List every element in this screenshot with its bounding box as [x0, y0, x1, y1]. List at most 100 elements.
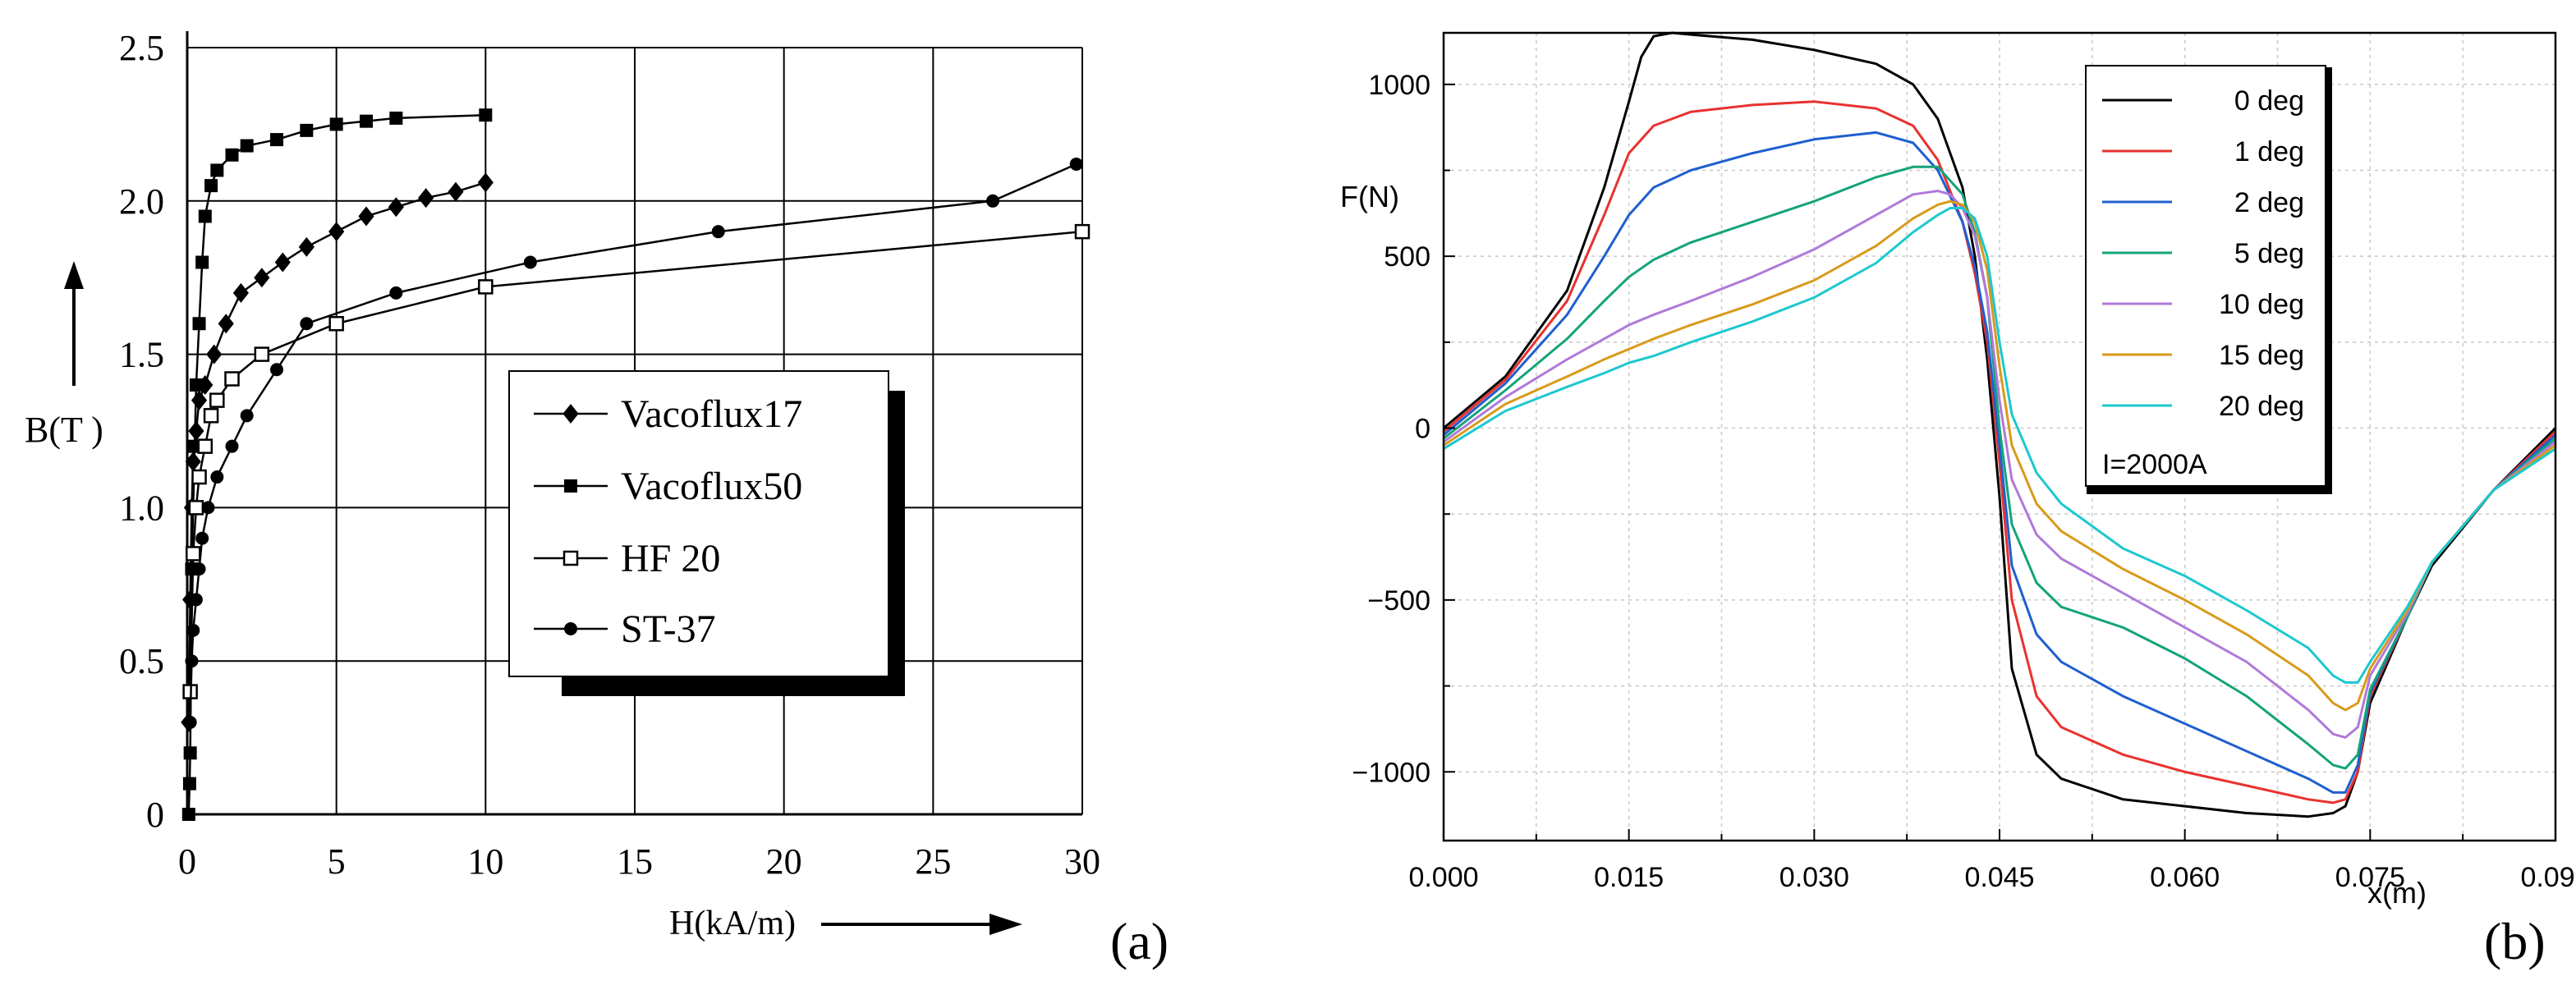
chart-a-point-vacoflux50 — [225, 148, 239, 162]
chart-a-point-st-37 — [185, 654, 199, 668]
chart-b-ytick-label: 1000 — [1368, 70, 1430, 101]
chart-b-legend-label-0-deg: 0 deg — [2234, 85, 2304, 117]
chart-b-axes — [1442, 31, 2557, 842]
chart-a-series — [181, 108, 1091, 821]
chart-a-point-hf-20 — [197, 438, 214, 454]
chart-a-point-st-37 — [210, 470, 224, 484]
chart-a-point-vacoflux17 — [218, 314, 234, 334]
chart-a-xtick-label: 30 — [1064, 841, 1100, 882]
chart-a-legend-marker-st-37 — [564, 622, 577, 635]
chart-a-point-vacoflux17 — [254, 268, 270, 288]
chart-b-line-15-deg — [1443, 199, 2556, 712]
chart-b-annotation: I=2000A — [2102, 449, 2207, 480]
chart-a-point-hf-20 — [254, 346, 270, 362]
chart-b-legend: 0 deg 1 deg 2 deg 5 deg 10 deg 15 deg 20 deg I… — [2085, 65, 2332, 494]
chart-a-point-vacoflux50 — [479, 108, 493, 122]
chart-b-line-20-deg — [1443, 207, 2556, 684]
chart-a-point-st-37 — [389, 286, 403, 300]
chart-a-ytick-label: 2.5 — [119, 28, 164, 68]
chart-a-point-vacoflux17 — [448, 181, 464, 202]
chart-b-ytick-label: 0 — [1415, 414, 1430, 445]
chart-a-xtick-label: 5 — [328, 841, 346, 882]
chart-a-point-st-37 — [711, 225, 725, 239]
chart-a-xtick-label: 15 — [617, 841, 653, 882]
chart-b-ytick-label: −1000 — [1352, 757, 1431, 788]
chart-a-point-st-37 — [192, 562, 206, 576]
chart-a-point-st-37 — [195, 531, 209, 545]
chart-a-point-st-37 — [240, 409, 254, 423]
chart-a-point-vacoflux50 — [183, 746, 197, 760]
chart-a-ytick-label: 1.0 — [119, 488, 164, 528]
chart-b-xtick-label: 0.015 — [1594, 862, 1664, 893]
chart-b-legend-label-2-deg: 2 deg — [2234, 187, 2304, 218]
chart-a-xtick-label: 25 — [915, 841, 951, 882]
chart-a-point-vacoflux17 — [477, 172, 494, 193]
chart-a-point-vacoflux50 — [389, 111, 403, 125]
chart-b-xtick-label: 0.045 — [1964, 862, 2034, 893]
chart-a-point-hf-20 — [203, 408, 219, 424]
chart-b-ytick-label: −500 — [1367, 585, 1430, 616]
chart-a-point-vacoflux50 — [204, 179, 218, 193]
chart-a-point-vacoflux17 — [274, 252, 291, 273]
chart-a-axes — [186, 31, 1082, 816]
chart-b-legend-box — [2085, 65, 2326, 487]
chart-a-point-vacoflux50 — [189, 378, 203, 392]
chart-a-series-hf-20 — [182, 223, 1091, 699]
chart-a-ytick-label: 0 — [146, 795, 164, 835]
chart-a-series-st-37 — [183, 157, 1083, 729]
chart-a-legend-marker-hf-20 — [562, 550, 579, 566]
chart-a-point-vacoflux50 — [181, 808, 195, 821]
chart-a-legend: Vacoflux17 Vacoflux50 HF 20 ST-37 — [508, 370, 905, 696]
chart-a-point-st-37 — [1069, 157, 1083, 171]
chart-b-xtick-label: 0.075 — [2335, 862, 2405, 893]
chart-a-point-vacoflux50 — [329, 117, 343, 131]
chart-a-point-vacoflux50 — [300, 123, 314, 137]
chart-a-point-vacoflux50 — [198, 209, 212, 223]
chart-b-legend-label-20-deg: 20 deg — [2219, 391, 2304, 422]
chart-a-point-st-37 — [523, 255, 537, 269]
chart-b-line-1-deg — [1443, 100, 2557, 804]
chart-a-point-hf-20 — [478, 279, 494, 295]
chart-a-point-st-37 — [201, 501, 215, 515]
chart-a-point-hf-20 — [224, 371, 240, 387]
chart-b-legend-label-1-deg: 1 deg — [2234, 136, 2304, 167]
chart-b-xtick-label: 0.030 — [1779, 862, 1849, 893]
chart-a-point-st-37 — [183, 715, 197, 729]
chart-a-point-st-37 — [225, 439, 239, 453]
chart-a-xlabel-group: H(kA/m) — [669, 905, 1022, 942]
chart-b-xtick-label: 0.000 — [1408, 862, 1478, 893]
chart-a-xlabel: H(kA/m) — [669, 905, 796, 942]
chart-a-point-hf-20 — [328, 315, 344, 332]
chart-b-xtick-label: 0.090 — [2520, 862, 2576, 893]
chart-a-ylabel: B(T ) — [25, 410, 103, 450]
chart-a-point-hf-20 — [188, 500, 204, 516]
chart-a-point-vacoflux50 — [192, 317, 206, 331]
chart-a-ytick-label: 0.5 — [119, 641, 164, 681]
chart-a-point-vacoflux50 — [182, 777, 196, 791]
chart-a-point-hf-20 — [1074, 223, 1091, 240]
chart-a-point-vacoflux50 — [360, 114, 373, 128]
chart-b-series — [1443, 31, 2557, 818]
chart-a-point-vacoflux17 — [418, 188, 434, 209]
panel-a-label: (a) — [1110, 912, 1169, 970]
chart-a-point-hf-20 — [186, 546, 201, 561]
chart-a-ytick-label: 2.0 — [119, 181, 164, 222]
chart-b-xlabel: x(m) — [2367, 876, 2427, 910]
chart-b-legend-label-5-deg: 5 deg — [2234, 238, 2304, 269]
chart-a: 0 5 10 15 20 25 30 0 0.5 1.0 1.5 2.0 2.5 B(T ) H(kA/… — [25, 28, 1169, 970]
chart-a-xtick-label: 0 — [178, 841, 196, 882]
chart-a-point-vacoflux50 — [210, 163, 224, 177]
chart-a-ylabel-arrow-head — [64, 261, 84, 289]
chart-a-xlabel-arrow-head — [990, 914, 1022, 935]
chart-b-line-2-deg — [1443, 131, 2556, 794]
chart-b-line-5-deg — [1443, 165, 2556, 770]
chart-a-ylabel-group: B(T ) — [25, 261, 103, 450]
chart-a-point-vacoflux50 — [195, 255, 209, 269]
chart-a-point-st-37 — [189, 593, 203, 607]
chart-a-point-st-37 — [300, 317, 314, 331]
chart-a-series-vacoflux17 — [181, 172, 494, 732]
chart-b-legend-label-10-deg: 10 deg — [2219, 289, 2304, 320]
chart-a-point-st-37 — [986, 194, 999, 208]
chart-b-tick-labels: 0.000 0.015 0.030 0.045 0.060 0.075 0.090 −1000… — [1352, 70, 2576, 893]
